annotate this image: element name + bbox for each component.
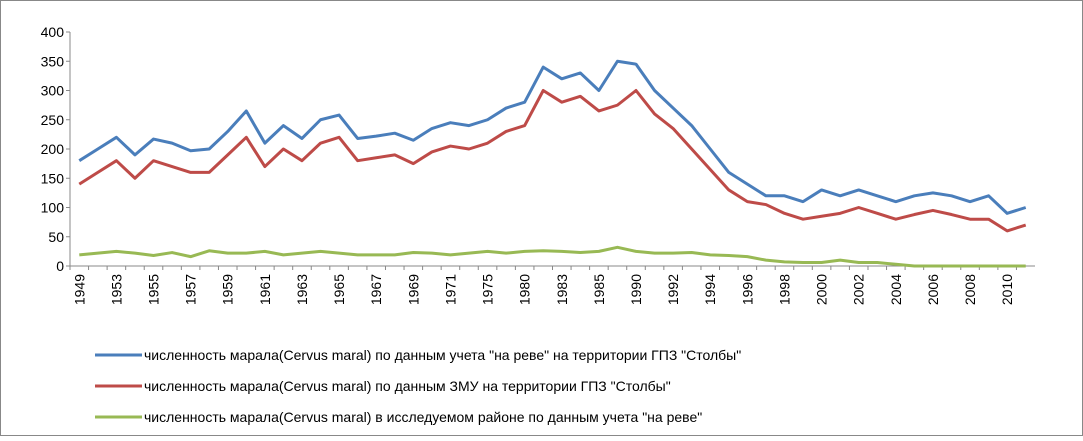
- series-line: [78, 89, 1027, 233]
- x-tick-label: 1996: [739, 274, 755, 305]
- y-tick-label: 150: [41, 170, 65, 186]
- x-tick-label: 1969: [405, 274, 421, 305]
- x-tick-label: 1980: [517, 274, 533, 305]
- series-line: [79, 245, 1026, 268]
- legend-label: численность марала(Cervus maral) по данн…: [144, 378, 671, 394]
- x-tick-label: 1961: [257, 274, 273, 305]
- y-tick-label: 300: [41, 83, 65, 99]
- y-tick-label: 0: [56, 258, 64, 274]
- x-tick-label: 1955: [146, 274, 162, 305]
- x-tick-label: 1963: [294, 274, 310, 305]
- y-tick-label: 50: [48, 229, 64, 245]
- x-tick-label: 1965: [331, 274, 347, 305]
- y-tick-label: 350: [41, 53, 65, 69]
- x-tick-label: 1983: [554, 274, 570, 305]
- x-tick-label: 1985: [591, 274, 607, 305]
- x-tick-label: 1953: [108, 274, 124, 305]
- x-tick-label: 2002: [851, 274, 867, 305]
- y-tick-label: 250: [41, 112, 65, 128]
- x-tick-label: 2004: [888, 274, 904, 305]
- series-line: [78, 59, 1027, 215]
- x-tick-label: 1998: [776, 274, 792, 305]
- legend-label: численность марала(Cervus maral) по данн…: [144, 347, 741, 363]
- x-tick-label: 1957: [183, 274, 199, 305]
- x-tick-label: 2006: [925, 274, 941, 305]
- x-tick-label: 1975: [480, 274, 496, 305]
- x-tick-label: 1971: [442, 274, 458, 305]
- y-tick-label: 100: [41, 200, 65, 216]
- x-tick-label: 1990: [628, 274, 644, 305]
- x-tick-label: 2000: [814, 274, 830, 305]
- x-tick-label: 1994: [702, 274, 718, 305]
- x-tick-label: 1949: [71, 274, 87, 305]
- x-tick-label: 1967: [368, 274, 384, 305]
- y-tick-label: 400: [41, 24, 65, 40]
- legend-label: численность марала(Cervus maral) в иссле…: [144, 409, 702, 425]
- y-tick-label: 200: [41, 141, 65, 157]
- x-tick-label: 1959: [220, 274, 236, 305]
- x-tick-label: 2010: [999, 274, 1015, 305]
- x-tick-label: 2008: [962, 274, 978, 305]
- x-tick-label: 1992: [665, 274, 681, 305]
